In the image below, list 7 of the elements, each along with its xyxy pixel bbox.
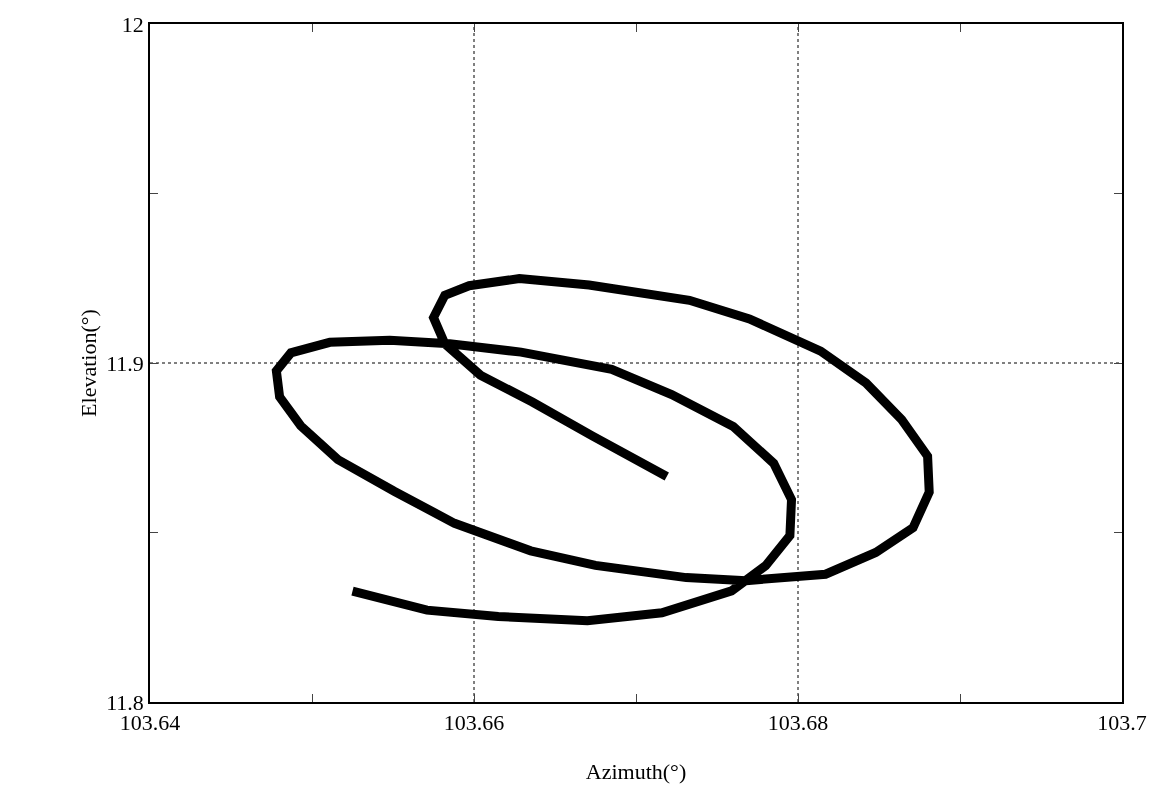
x-tick-label: 103.66	[443, 710, 505, 736]
y-tick-label: 12	[121, 11, 144, 37]
y-tick-label: 11.9	[106, 350, 144, 376]
x-tick-label: 103.68	[767, 710, 829, 736]
x-tick-label: 103.7	[1097, 710, 1147, 736]
y-axis-title: Elevation(°)	[75, 309, 101, 417]
x-axis-title: Azimuth(°)	[585, 758, 687, 784]
